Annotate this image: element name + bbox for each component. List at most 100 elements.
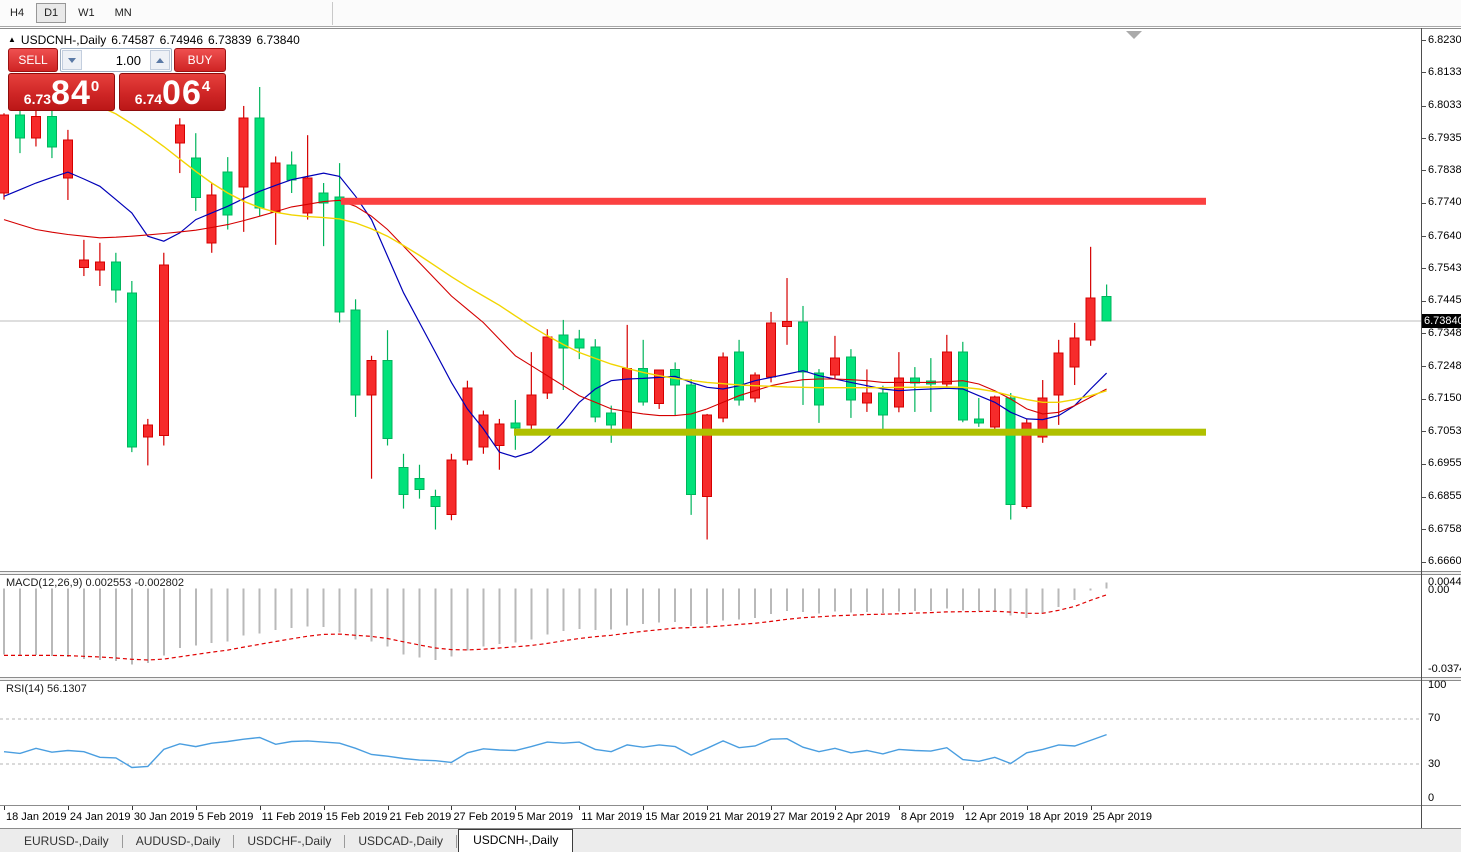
macd-histogram-bar — [354, 588, 357, 640]
price-axis-label[interactable]: 6.77405 — [1428, 196, 1461, 209]
timeframe-toolbar: H4 D1 W1 MN — [0, 0, 1461, 27]
price-axis-label[interactable]: 6.68555 — [1428, 490, 1461, 503]
buy-price-pipette: 4 — [201, 78, 211, 95]
price-axis-label[interactable]: 6.69555 — [1428, 457, 1461, 470]
macd-histogram-bar — [546, 588, 549, 635]
price-axis-label[interactable]: 6.78380 — [1428, 163, 1461, 176]
candle — [270, 156, 281, 245]
candle — [989, 395, 1000, 429]
macd-histogram-bar — [162, 588, 165, 656]
price-axis-label[interactable]: 6.80330 — [1428, 99, 1461, 112]
candle — [1085, 246, 1096, 346]
tab-separator — [121, 835, 123, 848]
candle — [606, 405, 617, 443]
date-axis-label: 11 Feb 2019 — [261, 811, 323, 823]
ohlc-close: 6.73840 — [256, 33, 300, 47]
sell-button[interactable]: SELL — [8, 48, 58, 72]
date-axis-label: 25 Apr 2019 — [1092, 811, 1152, 823]
date-axis-tick — [515, 806, 517, 810]
tab-separator — [344, 835, 346, 848]
macd-histogram-bar — [450, 588, 453, 657]
candle — [462, 380, 473, 465]
date-axis-label: 27 Mar 2019 — [773, 811, 835, 823]
volume-decrease-button[interactable] — [62, 50, 82, 70]
macd-histogram-bar — [770, 588, 773, 614]
candle — [62, 129, 73, 200]
candle — [845, 349, 856, 418]
macd-histogram-bar — [1057, 588, 1060, 607]
volume-increase-button[interactable] — [150, 50, 170, 70]
timeframe-button-w1[interactable]: W1 — [78, 7, 95, 19]
volume-input[interactable]: 1.00 — [115, 53, 141, 68]
date-axis-tick — [1026, 806, 1028, 810]
rsi-pane[interactable] — [0, 681, 1421, 805]
candle — [94, 242, 105, 287]
date-axis-tick — [4, 806, 5, 810]
macd-pane[interactable] — [0, 575, 1421, 677]
date-axis-label: 21 Feb 2019 — [389, 811, 452, 823]
macd-histogram-bar — [402, 588, 405, 655]
price-axis-label[interactable]: 6.76405 — [1428, 229, 1461, 242]
tab-bar-border — [0, 828, 1461, 829]
candle — [238, 105, 249, 232]
buy-button[interactable]: BUY — [174, 48, 226, 72]
ohlc-low: 6.73839 — [208, 33, 252, 47]
candle — [446, 453, 457, 521]
candle — [941, 334, 952, 388]
date-axis-label: 8 Apr 2019 — [900, 811, 955, 823]
price-axis-tick — [1421, 529, 1426, 531]
medium-ma-line — [3, 199, 1107, 417]
chart-shift-marker-icon[interactable] — [1126, 31, 1142, 39]
chart-tab-usdcnh[interactable]: USDCNH-,Daily — [458, 829, 574, 852]
macd-histogram-bar — [146, 588, 149, 663]
date-axis[interactable]: 18 Jan 2019 24 Jan 2019 30 Jan 2019 5 Feb 2… — [0, 806, 1421, 828]
price-chart-pane[interactable] — [0, 30, 1421, 571]
volume-spinner: 1.00 — [60, 48, 172, 72]
price-axis-label[interactable]: 6.67580 — [1428, 522, 1461, 535]
timeframe-button-d1[interactable]: D1 — [36, 3, 67, 23]
resistance-line[interactable] — [341, 197, 1206, 205]
chart-tab-usdcad[interactable]: USDCAD-,Daily — [358, 834, 444, 848]
support-line[interactable] — [514, 428, 1206, 436]
macd-histogram-bar — [226, 588, 229, 642]
chart-tab-eurusd[interactable]: EURUSD-,Daily — [24, 834, 109, 848]
price-axis-label[interactable]: 6.71505 — [1428, 392, 1461, 405]
price-axis-tick — [1421, 496, 1426, 498]
price-axis-label[interactable]: 6.82305 — [1428, 33, 1461, 46]
price-axis-label[interactable]: 6.73480 — [1428, 326, 1461, 339]
candle — [478, 410, 489, 454]
price-axis-label[interactable]: 6.75430 — [1428, 261, 1461, 274]
rsi-axis-label: 100 — [1428, 678, 1447, 691]
candle — [574, 329, 585, 360]
candle — [350, 299, 361, 417]
macd-histogram-bar — [242, 588, 245, 636]
macd-histogram-bar — [418, 588, 421, 658]
price-axis-label[interactable]: 6.79355 — [1428, 131, 1461, 144]
buy-price-panel[interactable]: 6.74 06 4 — [119, 73, 226, 111]
pane-splitter-macd[interactable] — [0, 571, 1461, 575]
macd-histogram-bar — [849, 588, 852, 613]
price-axis-label[interactable]: 6.74455 — [1428, 294, 1461, 307]
date-axis-tick — [195, 806, 197, 810]
price-axis-label[interactable]: 6.72480 — [1428, 359, 1461, 372]
price-axis-label[interactable]: 6.70530 — [1428, 424, 1461, 437]
price-axis-tick — [1421, 561, 1426, 563]
macd-axis-label: -0.037475 — [1428, 663, 1461, 675]
timeframe-button-mn[interactable]: MN — [114, 7, 132, 19]
sell-price-panel[interactable]: 6.73 84 0 — [8, 73, 115, 111]
price-axis-tick — [1421, 170, 1426, 172]
ohlc-high: 6.74946 — [159, 33, 204, 47]
chart-tab-usdchf[interactable]: USDCHF-,Daily — [247, 834, 332, 848]
macd-histogram-bar — [786, 588, 789, 611]
price-axis-label[interactable]: 6.66605 — [1428, 555, 1461, 568]
timeframe-button-h4[interactable]: H4 — [10, 7, 25, 19]
subwindow-expand-icon[interactable]: ▲ — [8, 35, 16, 44]
macd-signal-line — [4, 594, 1107, 661]
slow-ma-line — [99, 105, 1107, 403]
chart-tab-audusd[interactable]: AUDUSD-,Daily — [135, 834, 221, 848]
pane-splitter-rsi[interactable] — [0, 677, 1461, 681]
macd-histogram-bar — [338, 588, 341, 633]
candle — [510, 399, 521, 450]
macd-histogram-bar — [897, 588, 900, 612]
price-axis-label[interactable]: 6.81330 — [1428, 65, 1461, 78]
